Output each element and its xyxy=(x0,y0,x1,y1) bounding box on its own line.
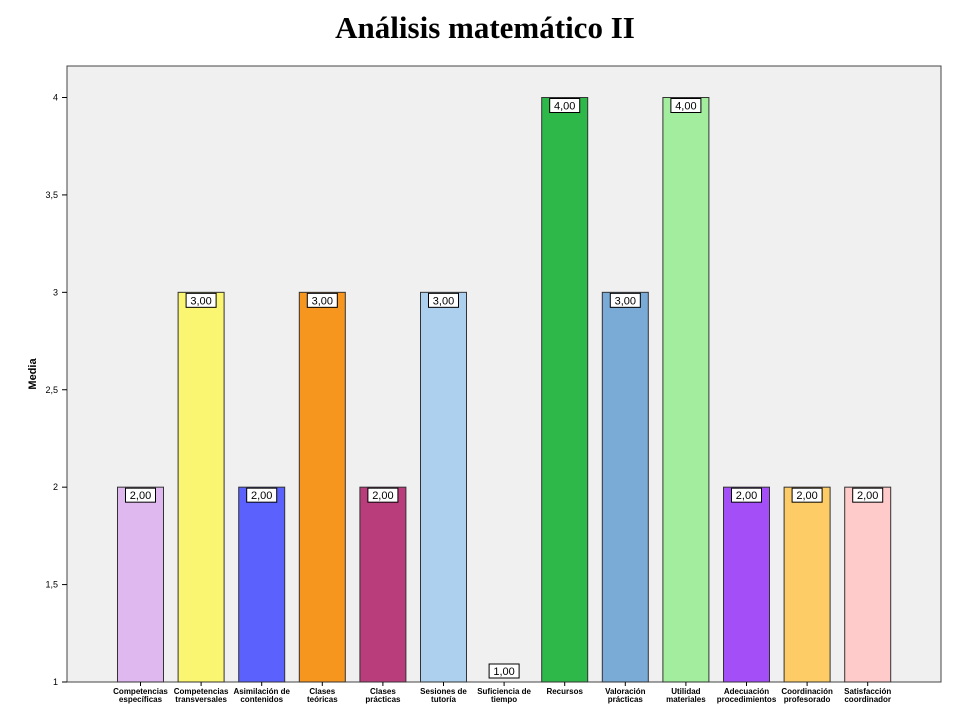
data-label: 4,00 xyxy=(554,101,575,113)
value-labels-group: 2,00 3,00 2,00 3,00 2,00 3,00 1,00 4,00 3,00 4,00… xyxy=(125,98,884,679)
chart-title: Análisis matemático II xyxy=(335,10,635,45)
y-tick-label: 1,5 xyxy=(45,580,58,590)
data-label-box xyxy=(852,487,884,503)
data-label: 2,00 xyxy=(130,490,151,502)
data-label-box xyxy=(125,487,156,503)
x-tick-label: Recursos xyxy=(546,687,583,696)
x-tick-label: Coordinación xyxy=(781,687,833,696)
bar xyxy=(298,291,346,683)
y-tick-label: 1 xyxy=(53,677,58,687)
data-label-box xyxy=(488,663,520,679)
data-label: 3,00 xyxy=(433,295,454,307)
x-tick-label: Adecuación xyxy=(724,687,769,696)
data-label: 3,00 xyxy=(312,295,333,307)
x-tick-label: Clases xyxy=(309,687,335,696)
x-tick-label: específicas xyxy=(119,695,163,704)
x-tick-label: prácticas xyxy=(365,695,401,704)
x-axis: CompetenciasespecíficasCompetenciastrans… xyxy=(113,682,891,704)
bar xyxy=(238,486,286,683)
data-label-box xyxy=(549,98,581,113)
x-tick-label: Sesiones de xyxy=(420,687,467,696)
data-label: 4,00 xyxy=(675,101,696,113)
x-tick-label: Competencias xyxy=(174,687,229,696)
y-tick-label: 2,5 xyxy=(45,385,58,395)
x-tick-label: Utilidad xyxy=(671,687,700,696)
x-tick-label: Competencias xyxy=(113,687,168,696)
data-label-box xyxy=(185,292,217,308)
x-tick-label: profesorado xyxy=(784,695,831,704)
data-label: 2,00 xyxy=(251,490,272,502)
x-tick-label: materiales xyxy=(666,695,706,704)
data-label: 2,00 xyxy=(796,490,817,502)
bar xyxy=(420,291,467,683)
x-tick-label: contenidos xyxy=(240,695,283,704)
data-label-box xyxy=(428,292,459,308)
data-label-box xyxy=(670,98,702,113)
data-label: 2,00 xyxy=(857,490,878,502)
data-label-box xyxy=(791,487,823,503)
bar xyxy=(723,486,770,683)
data-label: 3,00 xyxy=(190,295,211,307)
bar xyxy=(359,486,407,683)
bar xyxy=(177,291,225,683)
x-tick-label: procedimientos xyxy=(717,695,777,704)
y-tick-label: 3 xyxy=(53,287,58,297)
x-tick-label: Valoración xyxy=(605,687,646,696)
y-tick-label: 4 xyxy=(53,93,58,103)
x-tick-label: Asimilación de xyxy=(233,687,290,696)
bar xyxy=(662,97,710,683)
y-axis: 1 1,5 2 2,5 3 3,5 4 xyxy=(45,93,67,687)
bar xyxy=(117,486,164,683)
data-label-box xyxy=(731,487,762,503)
x-tick-label: Clases xyxy=(370,687,396,696)
y-axis-label: Media xyxy=(27,358,39,390)
data-label-box xyxy=(306,292,338,308)
x-tick-label: tiempo xyxy=(491,695,517,704)
x-tick-label: Suficiencia de xyxy=(477,687,531,696)
x-tick-label: teóricas xyxy=(307,695,338,704)
x-tick-label: tutoría xyxy=(431,695,456,704)
x-tick-label: transversales xyxy=(175,695,227,704)
data-label: 3,00 xyxy=(615,295,636,307)
data-label: 2,00 xyxy=(736,490,757,502)
data-label-box xyxy=(367,487,399,503)
bar xyxy=(601,291,649,683)
bar xyxy=(541,97,589,683)
x-tick-label: prácticas xyxy=(608,695,644,704)
data-label-box xyxy=(246,487,278,503)
y-tick-label: 2 xyxy=(53,482,58,492)
data-label: 2,00 xyxy=(372,490,393,502)
x-tick-label: coordinador xyxy=(844,695,891,704)
data-label-box xyxy=(609,292,641,308)
x-tick-label: Satisfacción xyxy=(844,687,891,696)
bar xyxy=(783,486,831,683)
bar xyxy=(844,486,892,683)
y-tick-label: 3,5 xyxy=(45,190,58,200)
data-label: 1,00 xyxy=(493,666,514,678)
